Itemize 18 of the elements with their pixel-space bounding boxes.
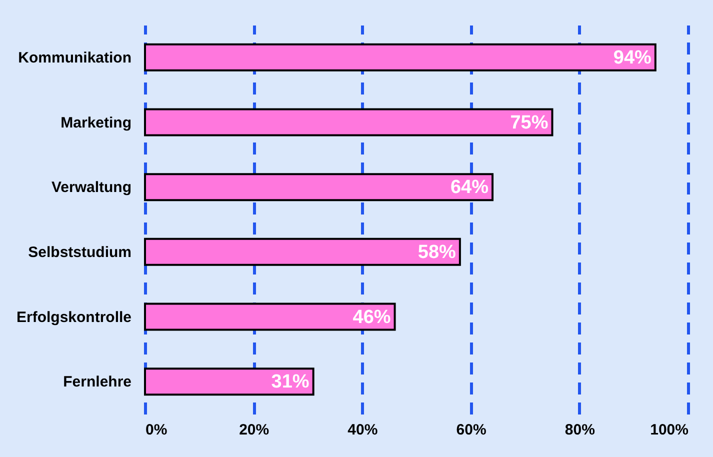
data-label: 46% xyxy=(352,306,391,328)
x-tick-label: 20% xyxy=(239,422,270,438)
x-tick-label: 80% xyxy=(564,422,595,438)
data-label: 94% xyxy=(613,47,652,68)
x-tick-label: 40% xyxy=(348,422,378,438)
y-tick-label: Kommunikation xyxy=(18,49,132,66)
y-tick-label: Marketing xyxy=(60,114,132,132)
data-label: 31% xyxy=(271,372,310,393)
y-tick-label: Selbststudium xyxy=(28,244,132,261)
data-label: 64% xyxy=(450,177,489,198)
y-tick-label: Erfolgskontrolle xyxy=(16,308,132,326)
x-tick-label: 100% xyxy=(650,422,688,438)
x-tick-label: 60% xyxy=(456,422,486,438)
y-tick-label: Fernlehre xyxy=(63,374,132,391)
data-label: 58% xyxy=(418,242,456,263)
data-label: 75% xyxy=(510,112,548,134)
y-tick-label: Verwaltung xyxy=(51,179,132,196)
x-tick-label: 0% xyxy=(146,422,168,438)
